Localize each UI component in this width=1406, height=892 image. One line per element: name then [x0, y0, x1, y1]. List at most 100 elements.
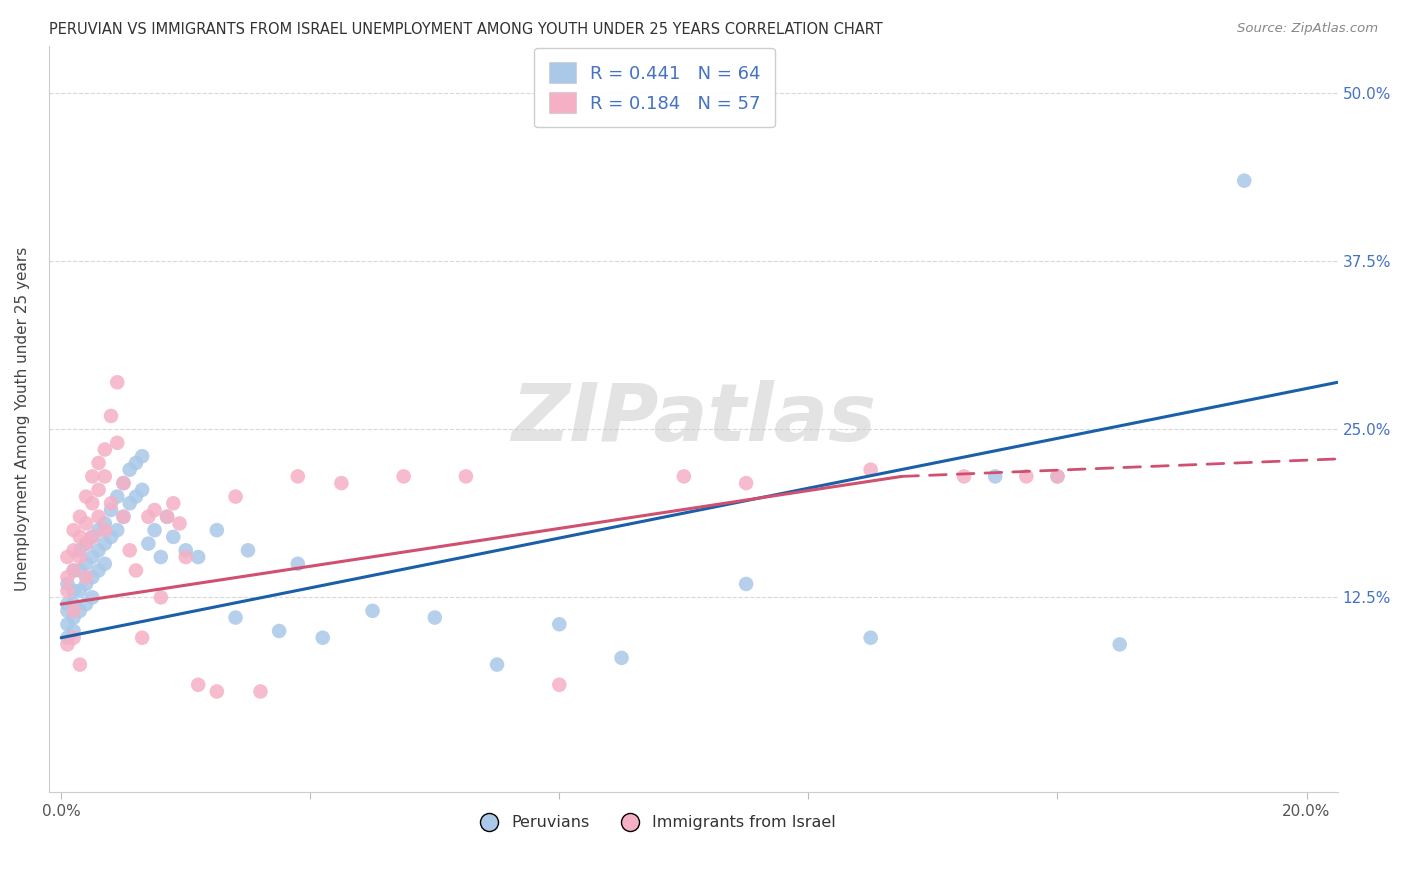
Point: [69, 543, 91, 558]
Point: [156, 509, 179, 524]
Point: [143, 523, 166, 537]
Point: [735, 476, 758, 491]
Point: [610, 651, 633, 665]
Point: [62, 583, 84, 598]
Point: [859, 463, 882, 477]
Point: [131, 449, 153, 463]
Point: [56, 583, 79, 598]
Point: [225, 610, 247, 624]
Point: [56, 570, 79, 584]
Point: [138, 536, 160, 550]
Point: [187, 550, 209, 565]
Point: [75, 577, 97, 591]
Y-axis label: Unemployment Among Youth under 25 years: Unemployment Among Youth under 25 years: [15, 247, 30, 591]
Point: [138, 509, 160, 524]
Point: [100, 530, 122, 544]
Point: [56, 550, 79, 565]
Point: [162, 496, 184, 510]
Point: [62, 624, 84, 638]
Legend: Peruvians, Immigrants from Israel: Peruvians, Immigrants from Israel: [467, 809, 842, 837]
Point: [69, 509, 91, 524]
Point: [82, 550, 104, 565]
Point: [94, 516, 117, 531]
Point: [69, 657, 91, 672]
Point: [287, 557, 309, 571]
Text: PERUVIAN VS IMMIGRANTS FROM ISRAEL UNEMPLOYMENT AMONG YOUTH UNDER 25 YEARS CORRE: PERUVIAN VS IMMIGRANTS FROM ISRAEL UNEMP…: [49, 22, 883, 37]
Point: [112, 476, 135, 491]
Point: [62, 564, 84, 578]
Point: [312, 631, 335, 645]
Point: [87, 509, 110, 524]
Point: [1046, 469, 1069, 483]
Point: [423, 610, 446, 624]
Point: [984, 469, 1007, 483]
Point: [287, 469, 309, 483]
Point: [174, 543, 197, 558]
Point: [56, 577, 79, 591]
Point: [82, 530, 104, 544]
Point: [87, 483, 110, 497]
Point: [156, 509, 179, 524]
Point: [62, 610, 84, 624]
Point: [69, 564, 91, 578]
Point: [131, 631, 153, 645]
Point: [486, 657, 509, 672]
Point: [75, 570, 97, 584]
Point: [1046, 469, 1069, 483]
Point: [125, 490, 148, 504]
Point: [94, 469, 117, 483]
Point: [69, 583, 91, 598]
Point: [735, 577, 758, 591]
Point: [56, 637, 79, 651]
Point: [56, 617, 79, 632]
Point: [56, 604, 79, 618]
Point: [149, 550, 172, 565]
Point: [125, 456, 148, 470]
Point: [94, 523, 117, 537]
Point: [105, 435, 128, 450]
Point: [112, 476, 135, 491]
Point: [87, 543, 110, 558]
Point: [82, 591, 104, 605]
Point: [100, 496, 122, 510]
Point: [75, 490, 97, 504]
Point: [82, 496, 104, 510]
Point: [149, 591, 172, 605]
Point: [112, 509, 135, 524]
Point: [75, 536, 97, 550]
Point: [100, 503, 122, 517]
Point: [162, 530, 184, 544]
Point: [105, 376, 128, 390]
Point: [75, 536, 97, 550]
Point: [94, 536, 117, 550]
Point: [143, 503, 166, 517]
Point: [174, 550, 197, 565]
Point: [236, 543, 259, 558]
Point: [1015, 469, 1038, 483]
Point: [75, 516, 97, 531]
Point: [82, 570, 104, 584]
Point: [269, 624, 291, 638]
Point: [69, 550, 91, 565]
Point: [131, 483, 153, 497]
Point: [859, 631, 882, 645]
Point: [672, 469, 695, 483]
Point: [62, 564, 84, 578]
Point: [82, 469, 104, 483]
Point: [75, 557, 97, 571]
Point: [105, 490, 128, 504]
Point: [118, 543, 141, 558]
Point: [87, 564, 110, 578]
Point: [69, 530, 91, 544]
Point: [87, 456, 110, 470]
Point: [62, 631, 84, 645]
Point: [454, 469, 477, 483]
Point: [118, 463, 141, 477]
Point: [118, 496, 141, 510]
Point: [187, 678, 209, 692]
Point: [205, 684, 228, 698]
Point: [392, 469, 415, 483]
Point: [62, 523, 84, 537]
Point: [82, 530, 104, 544]
Point: [56, 597, 79, 611]
